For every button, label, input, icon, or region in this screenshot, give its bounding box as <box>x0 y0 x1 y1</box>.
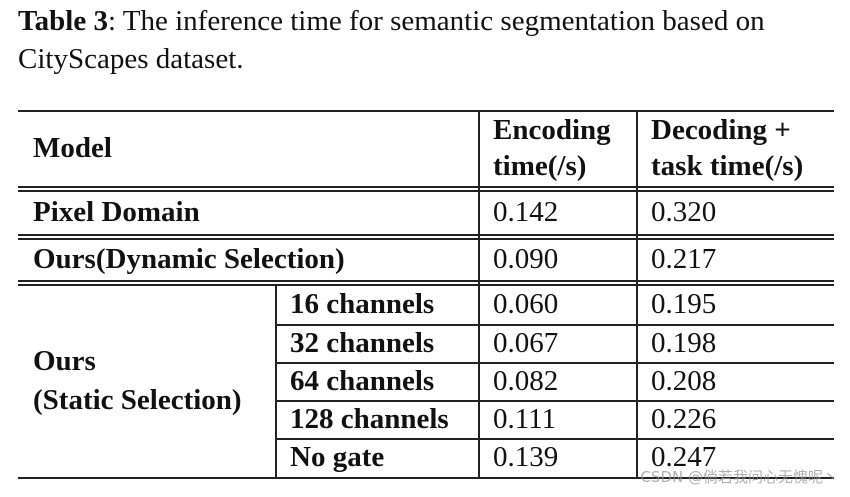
caption-text: : The inference time for semantic segmen… <box>18 5 765 75</box>
static-row-encoding: 0.067 <box>493 327 559 359</box>
row-decoding-pixel-domain: 0.320 <box>651 196 717 228</box>
header-bottom-rule <box>18 186 834 188</box>
static-group-label-line1: Ours <box>33 345 96 377</box>
row-rule-2b <box>18 284 834 286</box>
static-row-decoding: 0.247 <box>651 441 717 473</box>
top-rule <box>18 110 834 112</box>
static-row-channels: 128 channels <box>290 403 449 435</box>
static-row-channels: No gate <box>290 441 385 473</box>
header-encoding-line2: time(/s) <box>493 150 587 182</box>
static-row-channels: 16 channels <box>290 288 435 320</box>
header-encoding-line1: Encoding <box>493 114 611 146</box>
row-rule-2 <box>18 280 834 282</box>
watermark: CSDN @倘若我问心无愧呢丶 <box>640 468 838 486</box>
row-model-dynamic: Ours(Dynamic Selection) <box>33 243 345 275</box>
row-rule-1 <box>18 234 834 236</box>
header-decoding-line1: Decoding + <box>651 114 791 146</box>
static-row-decoding: 0.195 <box>651 288 717 320</box>
static-rule-1 <box>276 324 834 326</box>
static-row-encoding: 0.082 <box>493 365 559 397</box>
static-row-decoding: 0.208 <box>651 365 717 397</box>
row-rule-1b <box>18 238 834 240</box>
static-row-decoding: 0.226 <box>651 403 717 435</box>
col-rule-channels <box>275 284 277 479</box>
static-row-encoding: 0.139 <box>493 441 559 473</box>
col-rule-encoding <box>478 110 480 479</box>
col-rule-decoding <box>636 110 638 479</box>
row-decoding-dynamic: 0.217 <box>651 243 717 275</box>
static-row-channels: 64 channels <box>290 365 435 397</box>
static-row-encoding: 0.111 <box>493 403 557 435</box>
static-row-encoding: 0.060 <box>493 288 559 320</box>
table-caption: Table 3: The inference time for semantic… <box>18 2 838 78</box>
static-row-channels: 32 channels <box>290 327 435 359</box>
header-model: Model <box>33 132 112 164</box>
header-bottom-rule-2 <box>18 190 834 192</box>
row-encoding-dynamic: 0.090 <box>493 243 559 275</box>
static-row-decoding: 0.198 <box>651 327 717 359</box>
header-decoding-line2: task time(/s) <box>651 150 804 182</box>
bottom-rule <box>18 477 834 479</box>
row-model-pixel-domain: Pixel Domain <box>33 196 200 228</box>
static-group-label-line2: (Static Selection) <box>33 384 242 416</box>
caption-label: Table 3 <box>18 5 108 37</box>
static-rule-4 <box>276 438 834 440</box>
static-rule-3 <box>276 400 834 402</box>
row-encoding-pixel-domain: 0.142 <box>493 196 559 228</box>
static-rule-2 <box>276 362 834 364</box>
